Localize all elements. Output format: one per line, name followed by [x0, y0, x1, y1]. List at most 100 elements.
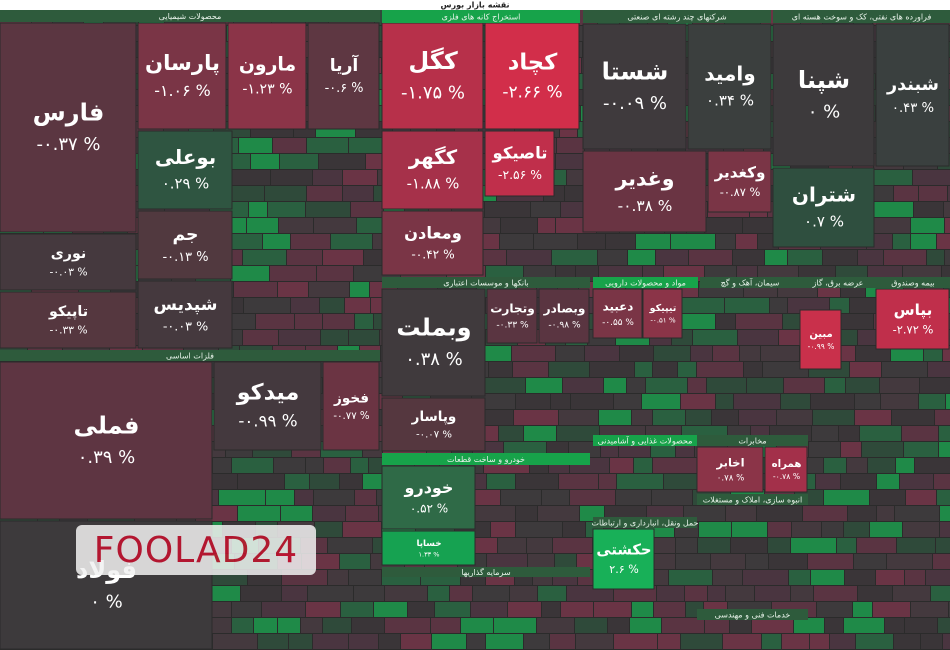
filler-cell: [208, 474, 237, 489]
filler-cell: [273, 138, 306, 153]
filler-cell: [628, 250, 655, 265]
filler-cell: [746, 554, 768, 569]
filler-cell: [331, 234, 372, 249]
tile-name: همراه: [772, 459, 802, 470]
tile: [696, 446, 764, 493]
tile-change: -۰.۴۲ %: [411, 247, 454, 261]
filler-cell: [295, 314, 322, 329]
filler-cell: [634, 458, 652, 473]
filler-cell: [713, 570, 742, 585]
filler-cell: [431, 618, 460, 633]
filler-cell: [726, 506, 756, 521]
filler-cell: [307, 138, 348, 153]
filler-cell: [247, 218, 278, 233]
filler-cell: [243, 330, 278, 345]
filler-cell: [352, 618, 384, 633]
filler-cell: [524, 634, 549, 649]
sector-header: [800, 277, 876, 288]
filler-cell: [685, 586, 707, 601]
sector-title: فلزات اساسی: [166, 352, 214, 361]
sector-title: مواد و محصولات دارویی: [605, 279, 686, 288]
tile: [0, 361, 213, 520]
filler-cell: [847, 458, 867, 473]
filler-cell: [266, 490, 294, 505]
tile: [137, 280, 233, 349]
filler-cell: [811, 394, 854, 409]
filler-cell: [538, 218, 555, 233]
filler-cell: [606, 234, 635, 249]
filler-cell: [632, 410, 652, 425]
watermark-box: [76, 525, 316, 575]
filler-cell: [841, 474, 876, 489]
filler-cell: [707, 378, 746, 393]
filler-cell: [576, 634, 613, 649]
map-title: نقشه بازار بورس: [441, 1, 510, 11]
sector-header: [593, 517, 697, 528]
filler-cell: [307, 186, 342, 201]
filler-cell: [632, 602, 653, 617]
filler-cell: [839, 426, 859, 441]
filler-cell: [549, 362, 589, 377]
tile-change: -۰.۹۹ %: [238, 412, 297, 431]
tile: [0, 291, 137, 349]
filler-cell: [514, 410, 558, 425]
tile-change: -۰.۰۹ %: [603, 93, 667, 114]
filler-cell: [877, 506, 894, 521]
filler-cell: [734, 394, 780, 409]
sector-title: مخابرات: [738, 437, 766, 446]
filler-cell: [872, 218, 910, 233]
filler-cell: [542, 602, 560, 617]
tile-change: -۰.۳۸ %: [618, 197, 673, 215]
filler-cell: [599, 474, 616, 489]
filler-cell: [813, 410, 854, 425]
tile-name: پارسان: [145, 50, 220, 75]
filler-cell: [792, 522, 821, 537]
filler-cell: [716, 394, 733, 409]
filler-cell: [487, 474, 515, 489]
tile: [592, 528, 655, 590]
sector-headers: محصولات شیمیایی استخراج کانه های فلزی شرکت…: [0, 10, 950, 620]
tile: [0, 22, 137, 233]
filler-cell: [911, 602, 948, 617]
tile-name: ومعادن: [404, 223, 462, 242]
filler-cell: [712, 410, 738, 425]
watermark: FOOLAD24: [76, 525, 316, 575]
filler-cell: [366, 154, 385, 169]
filler-cell: [791, 586, 813, 601]
tile: [227, 22, 307, 130]
filler-cell: [314, 490, 354, 505]
filler-cell: [231, 266, 269, 281]
filler-cell: [658, 634, 680, 649]
filler-cell: [697, 362, 743, 377]
filler-cell: [733, 250, 764, 265]
filler-cell: [887, 554, 932, 569]
filler-cell: [314, 218, 356, 233]
tile-name: مارون: [239, 55, 296, 76]
tile: [137, 22, 227, 130]
filler-cell: [699, 522, 731, 537]
filler-cell: [211, 602, 231, 617]
filler-cell: [662, 618, 704, 633]
filler-cell: [870, 522, 902, 537]
tile-name: جم: [173, 225, 199, 245]
tile: [381, 130, 484, 210]
filler-cell: [872, 170, 912, 185]
filler-cell: [788, 298, 829, 313]
filler-cell: [808, 554, 853, 569]
sector-header: [697, 435, 808, 446]
tile-change: ۰.۷ %: [804, 213, 844, 231]
filler-cell: [310, 474, 339, 489]
sector-title: خدمات فنی و مهندسی: [715, 611, 791, 620]
tile-change: -۱.۰۶ %: [154, 81, 211, 100]
filler-cell: [538, 506, 579, 521]
filler-cell: [747, 378, 783, 393]
tile-change: -۰.۳۷ %: [36, 134, 100, 155]
filler-cell: [705, 218, 742, 233]
sector-title: حمل ونقل، انبارداری و ارتباطات: [591, 519, 698, 528]
filler-cell: [810, 634, 829, 649]
filler-cell: [320, 298, 344, 313]
sector-header: [382, 453, 590, 465]
filler-cell: [928, 362, 950, 377]
filler-cell: [570, 490, 615, 505]
filler-cell: [324, 458, 350, 473]
